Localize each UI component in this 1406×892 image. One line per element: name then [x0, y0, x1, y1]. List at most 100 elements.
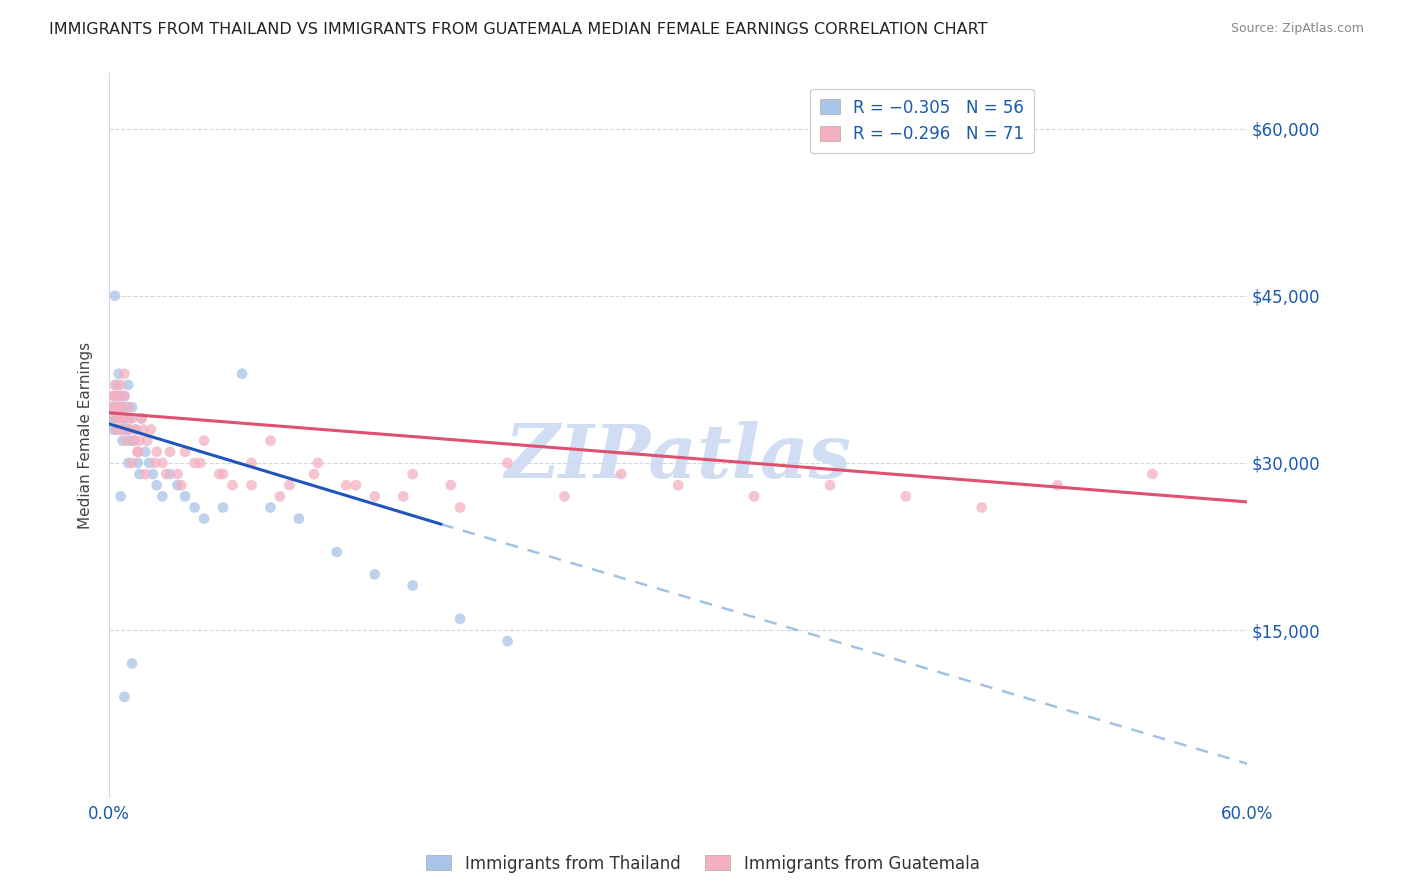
Point [105, 422, 128, 436]
Point [117, 401, 139, 415]
Point [742, 489, 765, 503]
Text: Source: ZipAtlas.com: Source: ZipAtlas.com [1230, 22, 1364, 36]
Point [183, 500, 205, 515]
Point [104, 389, 127, 403]
Point [104, 411, 127, 425]
Point [143, 456, 166, 470]
Point [101, 422, 124, 436]
Point [104, 411, 127, 425]
Point [231, 367, 253, 381]
Y-axis label: Median Female Earnings: Median Female Earnings [79, 342, 93, 529]
Point [112, 690, 135, 704]
Point [128, 434, 150, 448]
Point [131, 411, 153, 425]
Point [105, 422, 128, 436]
Point [449, 500, 471, 515]
Point [392, 489, 415, 503]
Point [122, 434, 145, 448]
Point [610, 467, 633, 481]
Point [208, 467, 231, 481]
Point [100, 401, 122, 415]
Point [120, 411, 142, 425]
Point [127, 456, 149, 470]
Legend: R = −0.305   N = 56, R = −0.296   N = 71: R = −0.305 N = 56, R = −0.296 N = 71 [810, 88, 1033, 153]
Legend: Immigrants from Thailand, Immigrants from Guatemala: Immigrants from Thailand, Immigrants fro… [419, 848, 987, 880]
Point [121, 657, 143, 671]
Point [105, 422, 128, 436]
Point [120, 434, 142, 448]
Point [104, 378, 127, 392]
Point [117, 378, 139, 392]
Point [122, 434, 145, 448]
Point [112, 389, 135, 403]
Point [121, 456, 143, 470]
Point [1046, 478, 1069, 492]
Point [364, 567, 387, 582]
Point [138, 456, 160, 470]
Point [1142, 467, 1164, 481]
Point [259, 434, 281, 448]
Point [402, 578, 425, 592]
Point [183, 456, 205, 470]
Point [110, 489, 132, 503]
Point [115, 411, 138, 425]
Point [344, 478, 367, 492]
Point [159, 444, 181, 458]
Point [125, 422, 148, 436]
Point [166, 478, 188, 492]
Point [134, 467, 156, 481]
Point [107, 389, 129, 403]
Point [107, 401, 129, 415]
Point [193, 511, 215, 525]
Point [115, 422, 138, 436]
Point [117, 422, 139, 436]
Point [402, 467, 425, 481]
Point [894, 489, 917, 503]
Point [125, 422, 148, 436]
Point [221, 478, 243, 492]
Point [105, 401, 128, 415]
Point [142, 467, 165, 481]
Point [107, 367, 129, 381]
Point [269, 489, 291, 503]
Point [145, 478, 167, 492]
Point [136, 434, 159, 448]
Point [107, 389, 129, 403]
Point [115, 401, 138, 415]
Point [134, 444, 156, 458]
Point [111, 411, 134, 425]
Point [105, 401, 128, 415]
Point [111, 422, 134, 436]
Point [278, 478, 301, 492]
Point [111, 411, 134, 425]
Point [115, 434, 138, 448]
Point [818, 478, 841, 492]
Point [110, 378, 132, 392]
Point [121, 401, 143, 415]
Point [307, 456, 329, 470]
Point [111, 401, 134, 415]
Point [101, 401, 124, 415]
Point [240, 456, 263, 470]
Point [288, 511, 311, 525]
Point [496, 456, 519, 470]
Point [121, 411, 143, 425]
Point [188, 456, 211, 470]
Point [326, 545, 349, 559]
Point [112, 411, 135, 425]
Point [970, 500, 993, 515]
Point [212, 467, 235, 481]
Point [100, 411, 122, 425]
Point [212, 500, 235, 515]
Point [128, 467, 150, 481]
Point [170, 478, 193, 492]
Point [553, 489, 575, 503]
Point [104, 289, 127, 303]
Point [449, 612, 471, 626]
Point [666, 478, 689, 492]
Point [131, 411, 153, 425]
Point [166, 467, 188, 481]
Text: ZIPatlas: ZIPatlas [505, 420, 852, 493]
Point [110, 401, 132, 415]
Point [111, 422, 134, 436]
